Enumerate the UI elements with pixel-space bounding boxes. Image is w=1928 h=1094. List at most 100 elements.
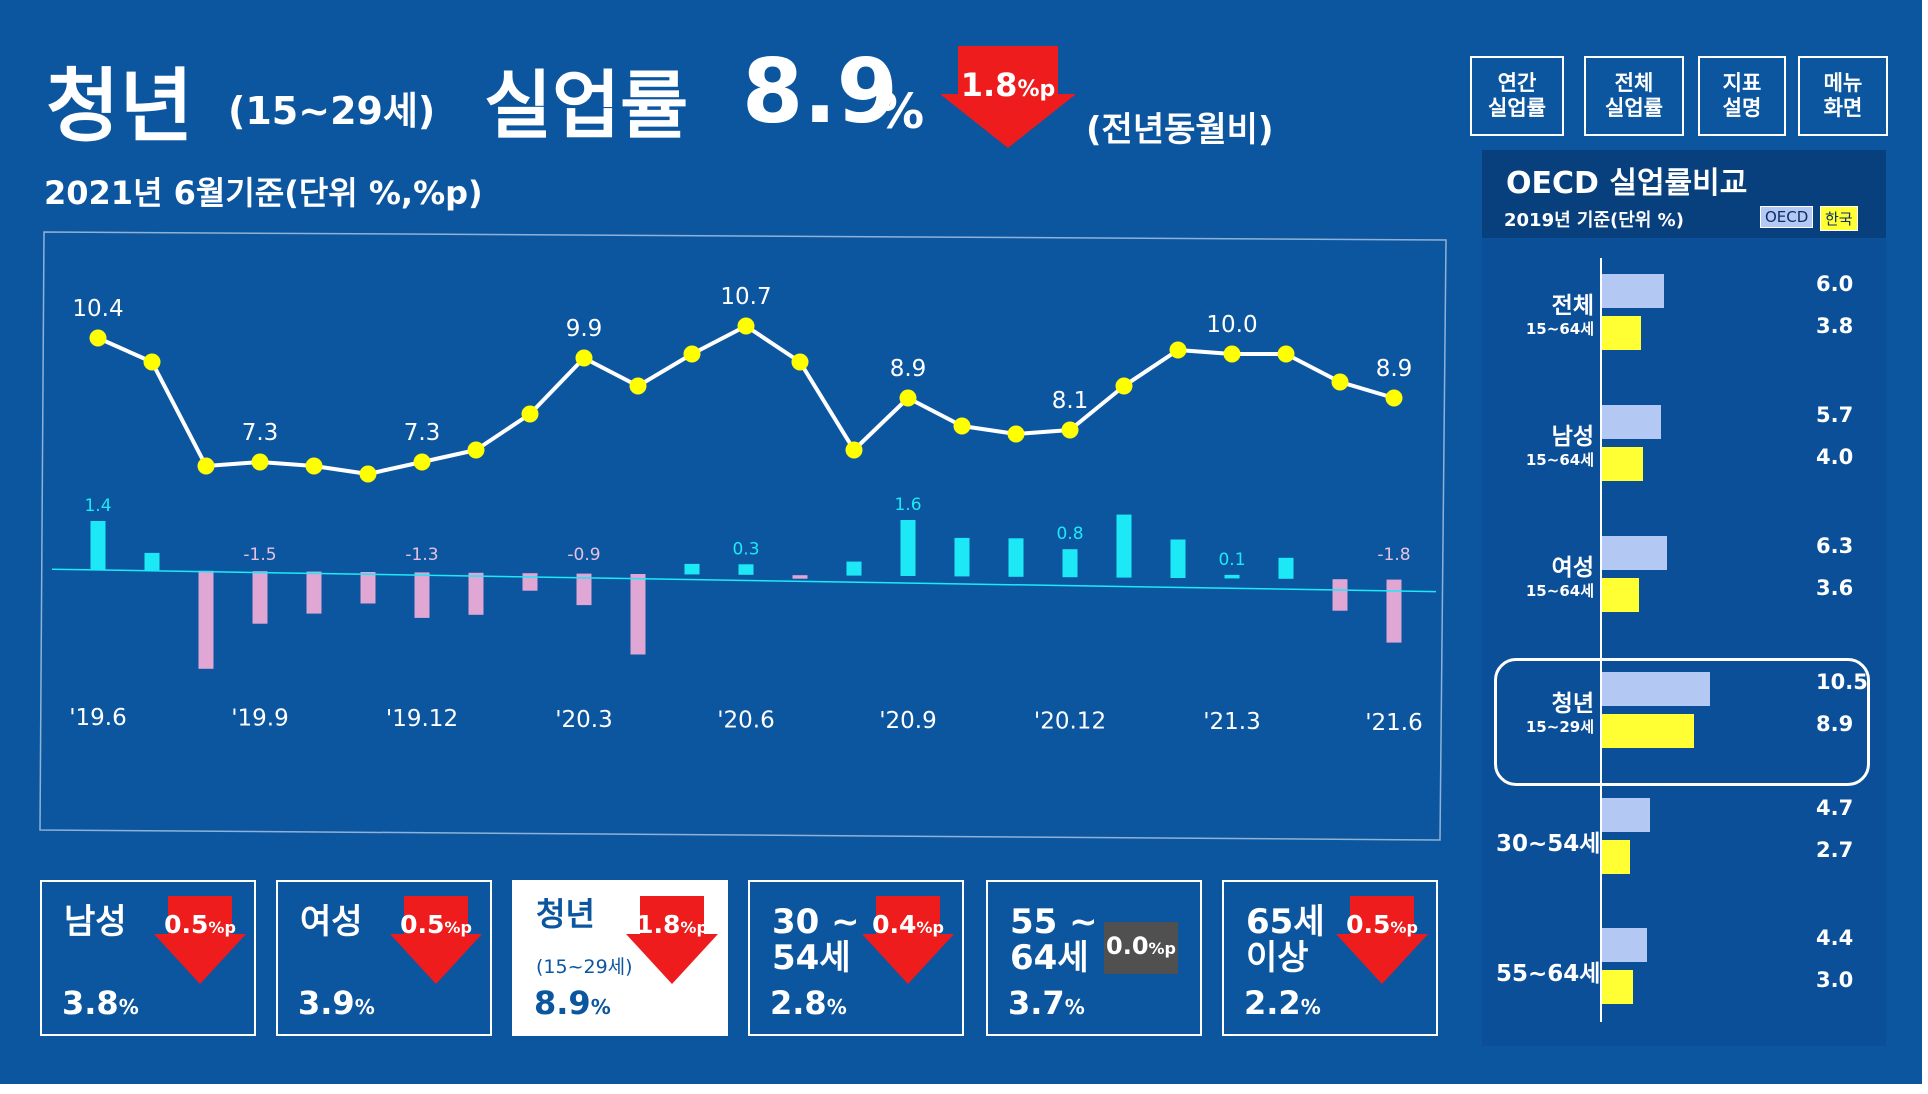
change-bar bbox=[468, 572, 484, 615]
korea-value-label: 3.6 bbox=[1816, 576, 1854, 600]
rate-point bbox=[953, 417, 971, 435]
oecd-value-label: 4.7 bbox=[1816, 796, 1854, 820]
rate-point-label: 9.9 bbox=[566, 316, 603, 342]
annual-unemployment-button[interactable]: 연간 실업률 bbox=[1470, 56, 1564, 136]
oecd-category-sublabel: 15~64세 bbox=[1525, 582, 1594, 600]
rate-point bbox=[467, 441, 485, 459]
change-bar-label: 0.8 bbox=[1056, 524, 1083, 544]
oecd-value-label: 4.4 bbox=[1816, 926, 1854, 950]
oecd-bar bbox=[1602, 536, 1667, 570]
card-change-badge: 0.4%p bbox=[862, 896, 954, 986]
change-bar bbox=[90, 521, 106, 570]
title-age-range: (15~29세) bbox=[228, 89, 436, 133]
oecd-panel-subtitle: 2019년 기준(단위 %) bbox=[1504, 210, 1684, 231]
rate-point bbox=[1169, 341, 1187, 359]
x-tick-label: '19.6 bbox=[69, 705, 127, 731]
rate-point bbox=[1331, 373, 1349, 391]
page-title: 청년 bbox=[46, 60, 194, 153]
arrow-down-icon bbox=[862, 896, 954, 984]
card-value: 3.8% bbox=[62, 984, 139, 1022]
indicator-description-button[interactable]: 지표 설명 bbox=[1698, 56, 1786, 136]
rate-point bbox=[1277, 345, 1295, 363]
card-value: 2.8% bbox=[770, 984, 847, 1022]
arrow-down-icon bbox=[626, 896, 718, 984]
card-label: 여성 bbox=[300, 902, 363, 942]
card-change-badge: 0.0%p bbox=[1100, 896, 1192, 986]
headline-change-value: 1.8 bbox=[960, 66, 1018, 104]
category-card[interactable]: 여성 3.9% 0.5%p bbox=[276, 880, 492, 1036]
change-bar-label: 1.6 bbox=[894, 495, 921, 515]
rate-point bbox=[845, 441, 863, 459]
category-card[interactable]: 30 ~ 54세 2.8% 0.4%p bbox=[748, 880, 964, 1036]
card-change-badge: 1.8%p bbox=[626, 896, 718, 986]
category-card[interactable]: 65세 이상 2.2% 0.5%p bbox=[1222, 880, 1438, 1036]
change-bar bbox=[1332, 579, 1348, 611]
change-bar bbox=[954, 537, 970, 577]
change-bar bbox=[630, 574, 646, 655]
rate-point bbox=[575, 349, 593, 367]
x-tick-label: '19.9 bbox=[231, 706, 289, 732]
rate-point bbox=[629, 377, 647, 395]
x-tick-label: '20.12 bbox=[1034, 709, 1106, 735]
change-bar bbox=[522, 573, 538, 591]
headline-rate-value: 8.9 bbox=[742, 40, 898, 143]
korea-bar bbox=[1602, 840, 1630, 874]
subtitle: 2021년 6월기준(단위 %,%p) bbox=[44, 174, 483, 212]
chart-frame bbox=[39, 231, 1447, 841]
change-bar bbox=[1062, 549, 1078, 578]
rate-point bbox=[737, 317, 755, 335]
rate-point bbox=[89, 329, 107, 347]
change-bar bbox=[846, 561, 862, 576]
change-bar bbox=[360, 572, 376, 604]
category-card[interactable]: 55 ~ 64세 3.7% 0.0%p bbox=[986, 880, 1202, 1036]
change-bar bbox=[576, 573, 592, 606]
oecd-category-sublabel: 15~29세 bbox=[1525, 718, 1594, 736]
oecd-category-label: 전체 bbox=[1551, 293, 1594, 319]
total-unemployment-button[interactable]: 전체 실업률 bbox=[1584, 56, 1684, 136]
oecd-value-label: 6.0 bbox=[1816, 272, 1854, 296]
change-bar-label: -0.9 bbox=[567, 545, 600, 565]
oecd-category-sublabel: 15~64세 bbox=[1525, 451, 1594, 469]
rate-point-label: 7.3 bbox=[404, 420, 441, 446]
rate-point bbox=[413, 453, 431, 471]
change-bar bbox=[792, 575, 808, 579]
card-change-badge: 0.5%p bbox=[154, 896, 246, 986]
rate-point bbox=[305, 457, 323, 475]
change-bar bbox=[252, 571, 268, 624]
oecd-chart-area bbox=[1482, 238, 1886, 1046]
change-bar bbox=[306, 571, 322, 614]
change-bar-label: -1.8 bbox=[1377, 545, 1410, 565]
change-bar bbox=[1170, 539, 1186, 578]
rate-point-label: 10.7 bbox=[720, 284, 771, 310]
oecd-value-label: 5.7 bbox=[1816, 403, 1854, 427]
change-bar bbox=[684, 563, 700, 575]
change-bar bbox=[1008, 538, 1024, 577]
card-label: 55 ~ 64세 bbox=[1010, 902, 1098, 978]
oecd-bar bbox=[1602, 928, 1648, 962]
rate-point bbox=[197, 457, 215, 475]
x-tick-label: '20.9 bbox=[879, 708, 937, 734]
legend-korea: 한국 bbox=[1820, 206, 1858, 231]
category-card[interactable]: 남성 3.8% 0.5%p bbox=[40, 880, 256, 1036]
korea-value-label: 2.7 bbox=[1816, 838, 1854, 862]
korea-bar bbox=[1602, 316, 1642, 350]
card-value: 3.9% bbox=[298, 984, 375, 1022]
change-bar-label: -1.3 bbox=[405, 545, 438, 565]
arrow-down-icon bbox=[1336, 896, 1428, 984]
rate-point bbox=[899, 389, 917, 407]
change-bar bbox=[1386, 579, 1402, 643]
oecd-category-sublabel: 15~64세 bbox=[1525, 320, 1594, 338]
oecd-bar bbox=[1602, 672, 1711, 706]
rate-series-line bbox=[97, 324, 1395, 476]
rate-point bbox=[143, 353, 161, 371]
headline-change-unit: %p bbox=[1017, 77, 1056, 102]
change-bar-label: -1.5 bbox=[243, 545, 276, 565]
card-value: 3.7% bbox=[1008, 984, 1085, 1022]
flat-icon bbox=[1104, 922, 1178, 974]
x-tick-label: '19.12 bbox=[386, 706, 458, 732]
menu-screen-button[interactable]: 메뉴 화면 bbox=[1798, 56, 1888, 136]
rate-point-label: 10.0 bbox=[1206, 312, 1257, 338]
change-bar-label: 1.4 bbox=[84, 496, 111, 516]
category-card[interactable]: 청년 (15~29세) 8.9% 1.8%p bbox=[512, 880, 728, 1036]
